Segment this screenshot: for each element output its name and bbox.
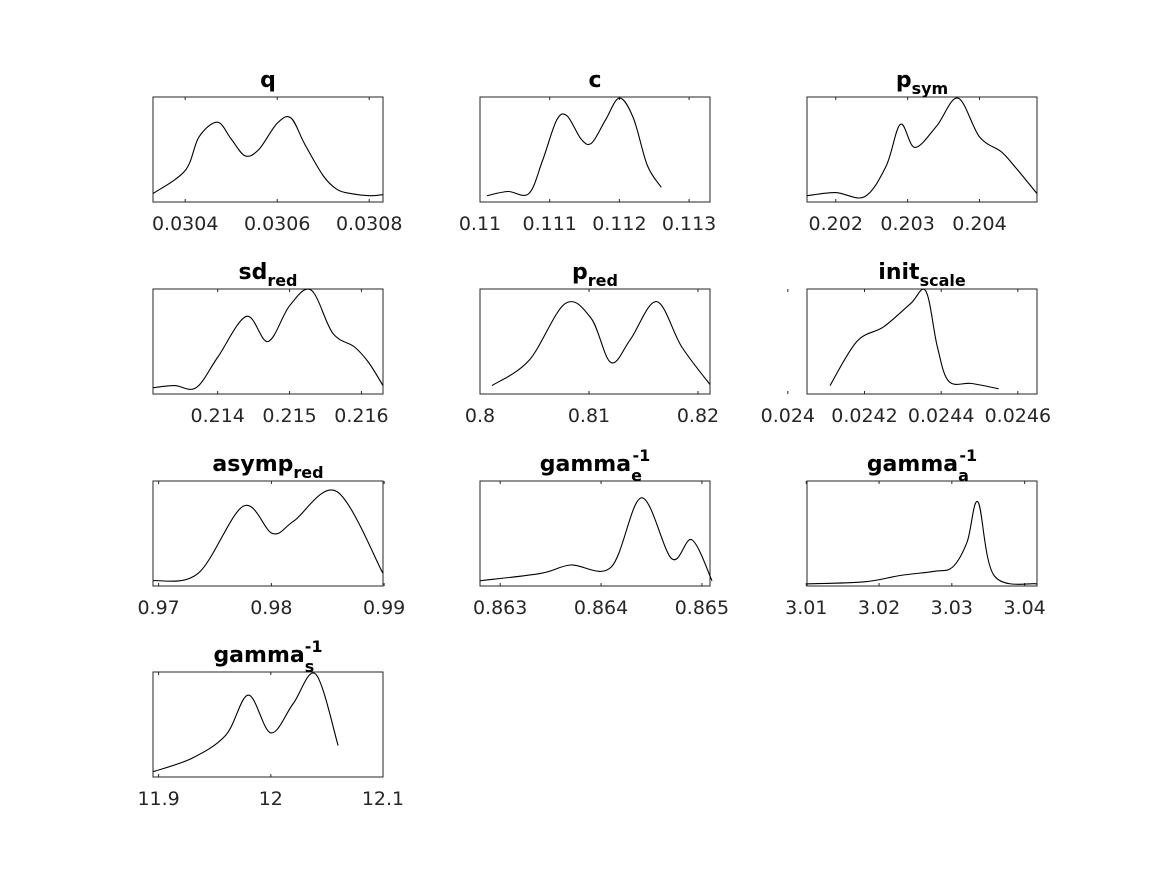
density-curve [152, 672, 339, 773]
title-base: gamma [867, 452, 958, 477]
density-curve [806, 501, 1038, 585]
x-tick-label: 0.11 [459, 213, 501, 235]
subplot-7: asympred 0.97 0.98 0.99 [137, 452, 405, 619]
subplot-10: gammas-1 11.9 12 12.1 [137, 637, 404, 810]
x-tick-label: 0.0242 [831, 405, 897, 427]
axes-frame [806, 288, 1038, 395]
x-tick-label: 0.8 [465, 405, 495, 427]
x-tick-label: 3.03 [931, 597, 973, 619]
density-curve [479, 497, 713, 582]
x-tick-label: 12 [259, 788, 283, 810]
subplot-title: gammas-1 [213, 637, 322, 676]
density-curve [486, 97, 662, 197]
axes-frame [479, 96, 711, 203]
subplot-4: sdred 0.214 0.215 0.216 [152, 260, 389, 427]
density-curve [829, 288, 999, 390]
x-tick-label: 0.214 [190, 405, 244, 427]
title-base: gamma [213, 643, 304, 668]
title-superscript: -1 [632, 446, 650, 465]
x-tick-label: 0.97 [137, 597, 179, 619]
title-subscript: s [305, 657, 315, 676]
x-tick-label: 0.0246 [985, 405, 1051, 427]
density-curve [806, 97, 1038, 199]
axes-frame [806, 96, 1038, 203]
axes-frame [806, 480, 1038, 587]
axes-frame [152, 671, 384, 778]
subplot-title: asympred [212, 452, 323, 482]
x-tick-label: 0.863 [473, 597, 527, 619]
title-subscript: scale [920, 271, 966, 290]
subplot-6: initscale 0.024 0.0242 0.0244 0.0246 [761, 260, 1051, 427]
x-tick-label: 12.1 [362, 788, 404, 810]
x-tick-label: 0.204 [952, 213, 1006, 235]
density-curve [152, 288, 384, 390]
title-subscript: e [631, 466, 642, 485]
subplot-9: gammaa-1 3.01 3.02 3.03 3.04 [785, 446, 1046, 619]
x-tick-label: 0.864 [574, 597, 628, 619]
x-tick-label: 11.9 [137, 788, 179, 810]
x-tick-label: 3.01 [785, 597, 827, 619]
title-subscript: red [267, 271, 297, 290]
subplot-5: pred 0.8 0.81 0.82 [465, 260, 719, 427]
x-tick-label: 0.0244 [908, 405, 974, 427]
x-tick-label: 0.112 [592, 213, 646, 235]
title-superscript: -1 [305, 637, 323, 656]
subplot-title: c [588, 68, 601, 93]
title-base: sd [238, 260, 267, 285]
x-tick-label: 0.0308 [336, 213, 402, 235]
x-tick-label: 0.216 [334, 405, 388, 427]
subplot-title: pred [572, 260, 618, 290]
title-base: c [588, 68, 601, 93]
title-subscript: red [588, 271, 618, 290]
subplot-title: gammaa-1 [867, 446, 977, 485]
x-tick-label: 0.202 [809, 213, 863, 235]
x-tick-label: 0.82 [677, 405, 719, 427]
x-tick-label: 0.215 [262, 405, 316, 427]
density-curve [491, 301, 711, 387]
subplot-title: psym [896, 68, 948, 98]
title-base: asymp [212, 452, 293, 477]
subplot-title: gammae-1 [540, 446, 650, 485]
subplot-8: gammae-1 0.863 0.864 0.865 [473, 446, 729, 619]
x-tick-label: 0.0304 [152, 213, 218, 235]
x-tick-label: 0.99 [363, 597, 405, 619]
x-tick-label: 3.04 [1003, 597, 1045, 619]
x-tick-label: 0.98 [250, 597, 292, 619]
subplot-title: sdred [238, 260, 297, 290]
subplot-2: c 0.11 0.111 0.112 0.113 [459, 68, 716, 235]
title-base: init [878, 260, 920, 285]
density-curve [152, 489, 384, 582]
x-tick-label: 0.81 [568, 405, 610, 427]
subplot-1: q 0.0304 0.0306 0.0308 [152, 68, 402, 235]
density-curve [152, 116, 384, 197]
title-subscript: a [958, 466, 969, 485]
x-tick-label: 3.02 [858, 597, 900, 619]
title-base: p [896, 68, 912, 93]
title-base: p [572, 260, 588, 285]
x-tick-label: 0.865 [675, 597, 729, 619]
axes-frame [479, 288, 711, 395]
x-tick-label: 0.024 [761, 405, 815, 427]
axes-frame [152, 96, 384, 203]
title-subscript: sym [912, 79, 949, 98]
x-tick-label: 0.203 [880, 213, 934, 235]
x-tick-label: 0.0306 [244, 213, 310, 235]
subplot-3: psym 0.202 0.203 0.204 [806, 68, 1038, 235]
subplot-title: initscale [878, 260, 966, 290]
title-subscript: red [293, 463, 323, 482]
title-superscript: -1 [959, 446, 977, 465]
title-base: gamma [540, 452, 631, 477]
axes-frame [479, 480, 711, 587]
x-tick-label: 0.111 [522, 213, 576, 235]
x-tick-label: 0.113 [662, 213, 716, 235]
title-base: q [260, 68, 276, 93]
axes-frame [152, 480, 384, 587]
subplot-title: q [260, 68, 276, 93]
